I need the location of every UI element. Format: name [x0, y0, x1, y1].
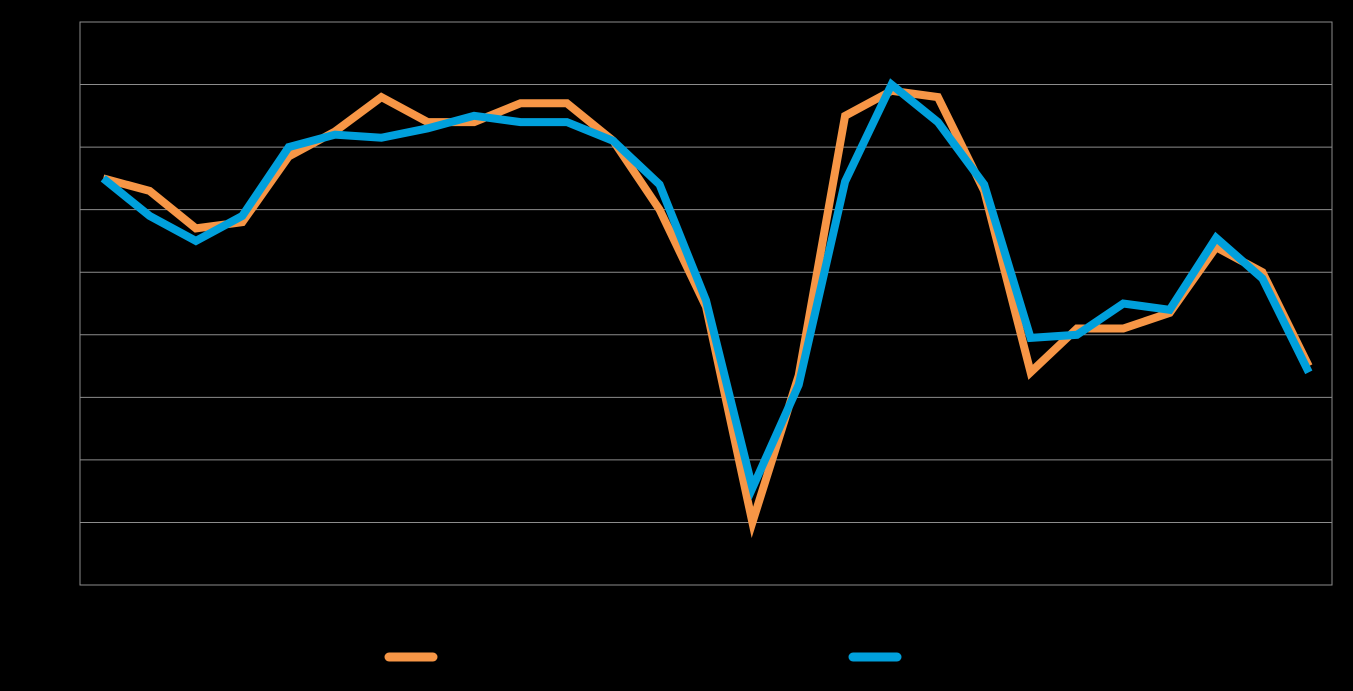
plot-border: [79, 21, 1333, 586]
series-line: [100, 78, 1313, 501]
